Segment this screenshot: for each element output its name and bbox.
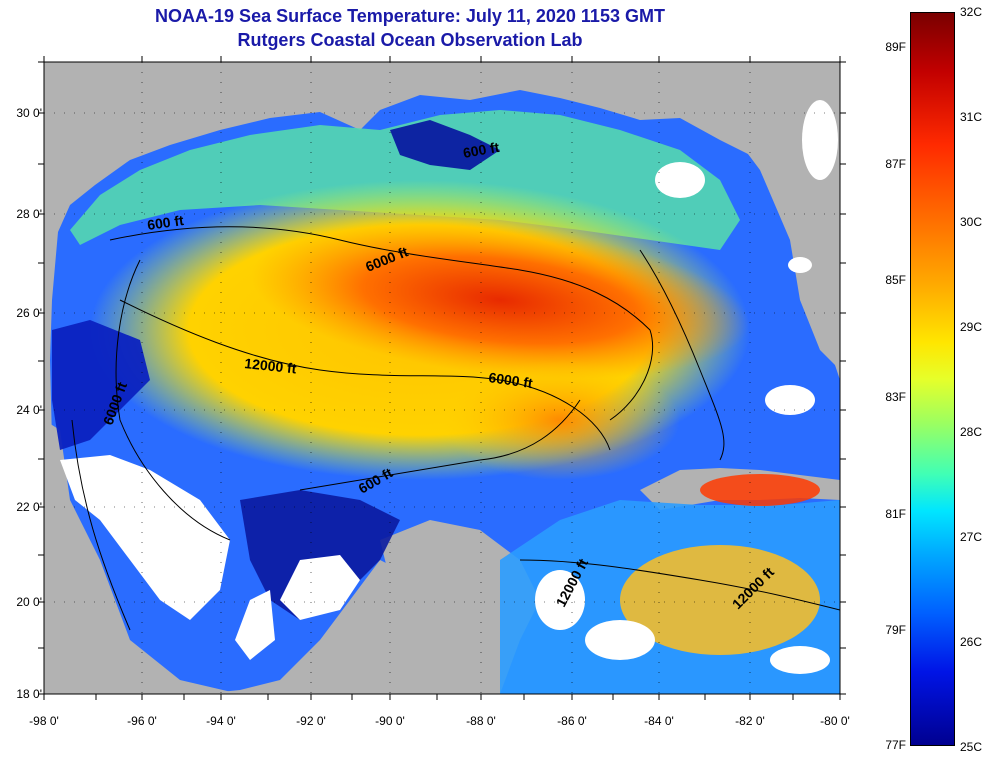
south-warm (440, 360, 680, 480)
contour-label: 600 ft (146, 212, 185, 233)
colorbar-c-label: 28C (960, 425, 983, 439)
map-subtitle: Rutgers Coastal Ocean Observation Lab (237, 30, 583, 50)
lon-label: -88 0' (466, 714, 496, 728)
lat-label: 30 0' (16, 106, 42, 120)
colorbar-f-label: 77F (885, 738, 906, 752)
lon-label: -96 0' (127, 714, 157, 728)
contour-label: 12000 ft (244, 355, 298, 376)
lon-label: -84 0' (644, 714, 674, 728)
colorbar-c-label: 25C (960, 740, 983, 754)
colorbar-c-label: 31C (960, 110, 983, 124)
lon-label: -82 0' (735, 714, 765, 728)
colorbar-f-label: 85F (885, 273, 906, 287)
lon-label: -98 0' (29, 714, 59, 728)
colorbar-c-label: 27C (960, 530, 983, 544)
contour-label: 600 ft (462, 139, 501, 161)
cuba-coast-warm (700, 474, 820, 506)
colorbar-f-label: 81F (885, 507, 906, 521)
lon-label: -90 0' (375, 714, 405, 728)
caribbean-warm (620, 545, 820, 655)
lon-label: -92 0' (296, 714, 326, 728)
map-frame (43, 61, 841, 695)
colorbar-c-label: 30C (960, 215, 983, 229)
colorbar-f-label: 83F (885, 390, 906, 404)
cold-patch-campeche (240, 490, 400, 620)
colorbar-f-label: 87F (885, 157, 906, 171)
colorbar-c-label: 32C (960, 5, 983, 19)
bathymetry-contours (71, 226, 840, 631)
lat-label: 22 0' (16, 500, 42, 514)
colorbar-f-label: 79F (885, 623, 906, 637)
warm-core (251, 220, 749, 380)
lat-label: 26 0' (16, 306, 42, 320)
cold-patch-north (390, 120, 500, 170)
north-coast-land (44, 62, 720, 230)
map-title: NOAA-19 Sea Surface Temperature: July 11… (155, 6, 665, 26)
cold-patch-west (52, 320, 150, 450)
contour-label: 6000 ft (488, 369, 534, 391)
colorbar-c-label: 29C (960, 320, 983, 334)
temperature-colorbar (910, 12, 955, 746)
lat-label: 20 0' (16, 595, 42, 609)
lat-label: 18 0' (16, 687, 42, 701)
colorbar-c-label: 26C (960, 635, 983, 649)
mexico-land (44, 420, 240, 694)
lon-label: -86 0' (557, 714, 587, 728)
lon-label: -94 0' (206, 714, 236, 728)
cloud-cover (60, 100, 838, 674)
colorbar-f-label: 89F (885, 40, 906, 54)
lat-label: 24 0' (16, 403, 42, 417)
frame-ticks (38, 56, 846, 700)
lat-label: 28 0' (16, 207, 42, 221)
lon-label: -80 0' (820, 714, 850, 728)
